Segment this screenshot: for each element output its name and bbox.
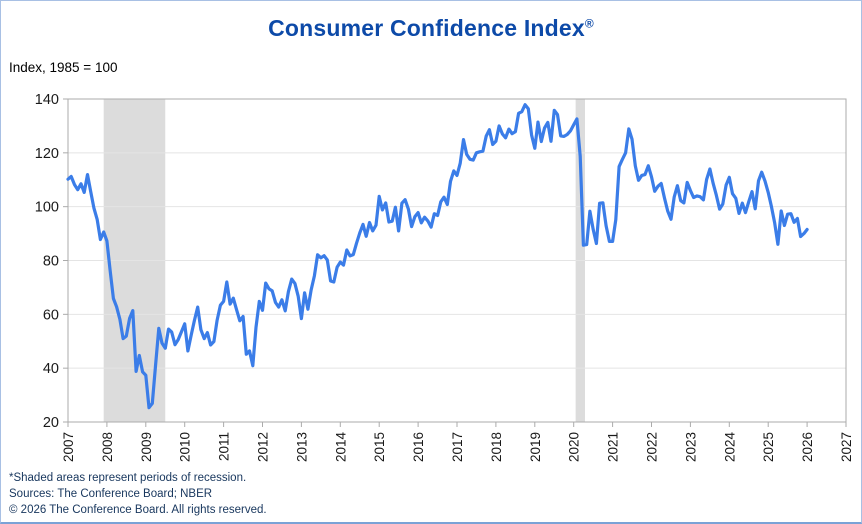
x-tick-label: 2021	[606, 432, 621, 462]
chart-title: Consumer Confidence Index®	[1, 15, 861, 42]
cci-line-chart: 20 40 60 80 100 120 140 2007 2008 2009 2010 2011 201…	[35, 92, 854, 463]
footnote-recession: *Shaded areas represent periods of reces…	[9, 472, 247, 484]
x-tick-label: 2026	[800, 432, 815, 462]
x-tick-label: 2008	[100, 432, 115, 462]
footnote-copyright: © 2026 The Conference Board. All rights …	[9, 504, 267, 516]
x-tick-label: 2020	[567, 432, 582, 462]
x-tick-label: 2011	[217, 432, 232, 461]
x-tick-label: 2024	[722, 432, 737, 463]
x-tick-label: 2016	[411, 432, 426, 462]
footnote-sources: Sources: The Conference Board; NBER	[9, 488, 213, 500]
cci-series-line	[66, 103, 809, 410]
axis-unit-label: Index, 1985 = 100	[9, 60, 118, 75]
y-tick-label: 120	[35, 146, 59, 162]
x-tick-label: 2013	[294, 432, 309, 462]
y-tick-label: 20	[43, 415, 59, 431]
x-tick-label: 2014	[333, 432, 348, 463]
x-tick-label: 2007	[61, 432, 76, 462]
y-tick-label: 80	[43, 254, 59, 270]
x-tick-label: 2009	[139, 432, 154, 462]
registered-trademark: ®	[584, 16, 594, 31]
x-tick-label: 2012	[256, 432, 271, 462]
y-tick-label: 140	[35, 92, 59, 108]
x-tick-label: 2025	[761, 432, 776, 462]
y-tick-label: 100	[35, 200, 59, 216]
y-tick-label: 40	[43, 361, 59, 377]
x-tick-label: 2015	[372, 432, 387, 462]
x-tick-label: 2010	[178, 432, 193, 462]
x-tick-label: 2017	[450, 432, 465, 462]
x-tick-label: 2023	[683, 432, 698, 462]
x-tick-label: 2022	[645, 432, 660, 462]
y-tick-label: 60	[43, 307, 59, 323]
x-tick-label: 2027	[839, 432, 854, 462]
footnotes: *Shaded areas represent periods of reces…	[9, 470, 267, 518]
chart-title-text: Consumer Confidence Index	[268, 15, 585, 41]
x-tick-label: 2019	[528, 432, 543, 462]
x-tick-label: 2018	[489, 432, 504, 462]
